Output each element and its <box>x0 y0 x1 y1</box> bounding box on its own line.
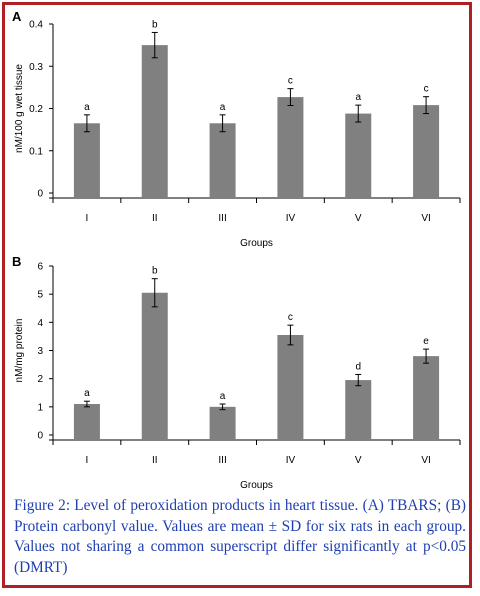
panel-b-y-axis-title: nM/mg protein <box>14 319 25 383</box>
panel-a-significance-label: a <box>355 92 361 103</box>
figure-frame <box>2 2 472 588</box>
panel-b-bar <box>413 356 440 440</box>
panel-b-x-tick-label: III <box>218 455 226 466</box>
panel-b-y-tick-label: 1 <box>37 402 43 413</box>
panel-a-y-tick-label: 0.1 <box>29 146 43 157</box>
panel-b-x-axis-title: Groups <box>240 480 273 491</box>
panel-a-x-tick-label: III <box>218 213 226 224</box>
panel-b-x-tick-label: I <box>86 455 89 466</box>
panel-b-significance-label: a <box>84 388 90 399</box>
panel-b-x-tick-label: IV <box>286 455 296 466</box>
panel-b-bar <box>209 406 236 440</box>
panel-a-x-tick-label: I <box>86 213 89 224</box>
panel-b-x-tick-label: V <box>355 455 362 466</box>
panel-b-bar <box>277 335 304 440</box>
panel-a-y-tick-label: 0 <box>37 189 43 200</box>
panel-b-y-tick-label: 4 <box>37 318 43 329</box>
panel-b-y-tick-label: 6 <box>37 262 43 273</box>
panel-a-significance-label: b <box>152 19 158 30</box>
panel-a-x-axis-title: Groups <box>240 238 273 249</box>
panel-b-y-tick-label: 2 <box>37 374 43 385</box>
panel-b-y-tick-label: 0 <box>37 431 43 442</box>
panel-a-significance-label: c <box>424 84 429 95</box>
panel-a-y-tick-label: 0.2 <box>29 104 43 115</box>
panel-a-significance-label: a <box>84 102 90 113</box>
panel-a-x-tick-label: VI <box>421 213 430 224</box>
panel-b-significance-label: c <box>288 312 293 323</box>
panel-a-x-tick-label: V <box>355 213 362 224</box>
panel-b-x-tick-label: VI <box>421 455 430 466</box>
panel-b-significance-label: a <box>220 391 226 402</box>
panel-a-y-axis-title: nM/100 g wet tissue <box>14 64 25 153</box>
panel-a-letter: A <box>12 9 22 24</box>
panel-a-bar <box>277 97 304 198</box>
panel-b-x-tick-label: II <box>152 455 158 466</box>
panel-a-x-tick-label: II <box>152 213 158 224</box>
panel-a-bar <box>209 123 236 198</box>
panel-b-letter: B <box>12 254 21 269</box>
panel-a-bar <box>73 123 100 198</box>
panel-a-significance-label: c <box>288 76 293 87</box>
panel-a-x-tick-label: IV <box>286 213 296 224</box>
panel-a-significance-label: a <box>220 102 226 113</box>
panel-b-y-tick-label: 3 <box>37 346 43 357</box>
panel-a-bar <box>141 45 168 198</box>
figure-caption: Figure 2: Level of peroxidation products… <box>14 497 466 576</box>
panel-b-significance-label: b <box>152 266 158 277</box>
panel-a-bar <box>413 105 440 198</box>
panel-a-y-tick-label: 0.4 <box>29 20 43 31</box>
panel-b-y-tick-label: 5 <box>37 290 43 301</box>
panel-b-significance-label: d <box>355 361 361 372</box>
panel-a-y-tick-label: 0.3 <box>29 62 43 73</box>
panel-a-bar <box>345 113 372 198</box>
panel-b-bar <box>141 292 168 440</box>
panel-b-significance-label: e <box>423 336 429 347</box>
panel-b-bar <box>345 380 372 440</box>
panel-b-bar <box>73 404 100 440</box>
